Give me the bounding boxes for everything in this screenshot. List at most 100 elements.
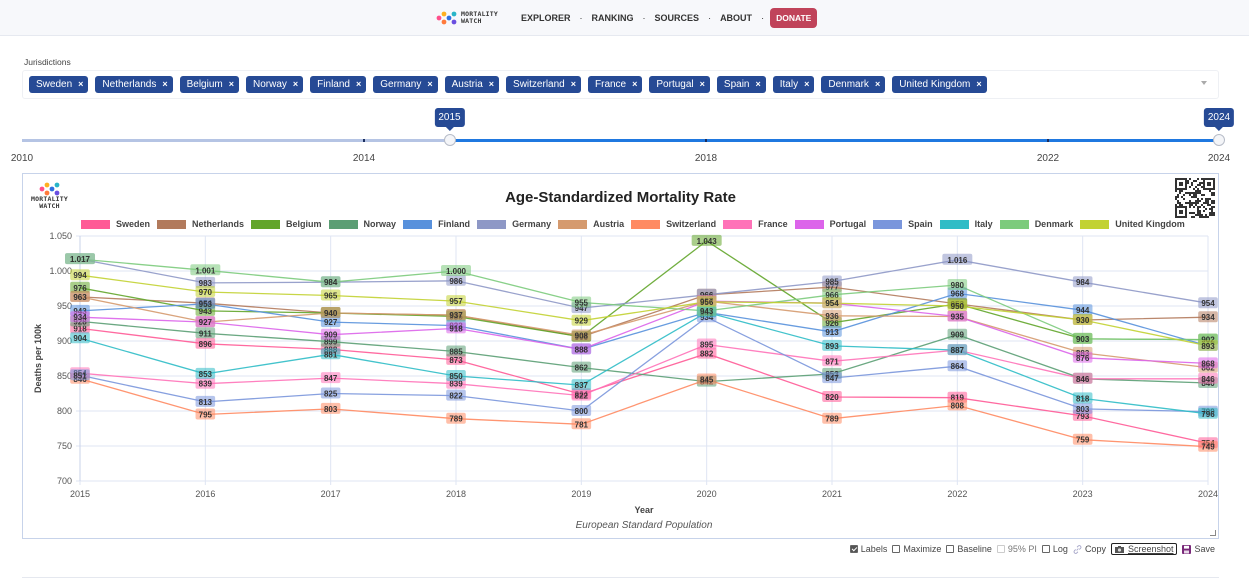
brand-line2: WATCH [461, 17, 482, 25]
legend-item[interactable]: Austria [558, 219, 624, 229]
data-label: 822 [575, 392, 589, 401]
legend-item[interactable]: Finland [403, 219, 470, 229]
data-label-box [571, 343, 592, 355]
data-label: 813 [199, 398, 213, 407]
jurisdiction-chip[interactable]: Denmark × [821, 76, 886, 93]
data-label: 837 [575, 381, 589, 390]
data-label-box [446, 309, 466, 321]
data-label: 955 [575, 299, 589, 308]
jurisdiction-chip[interactable]: Norway × [246, 76, 304, 93]
data-label: 940 [324, 309, 338, 318]
data-label-box [70, 281, 90, 293]
remove-chip-icon[interactable]: × [355, 79, 362, 89]
nav-about[interactable]: ABOUT [720, 13, 753, 23]
maximize-checkbox[interactable] [892, 545, 901, 553]
year-range-slider[interactable]: 2010 2014 2018 2022 2024 2015 2024 [11, 108, 1235, 168]
data-label: 909 [951, 331, 965, 340]
remove-chip-icon[interactable]: × [632, 79, 638, 89]
remove-chip-icon[interactable]: × [162, 79, 168, 89]
legend-item[interactable]: Belgium [251, 219, 322, 229]
chip-label: Belgium [186, 79, 223, 90]
legend-item[interactable]: Switzerland [631, 219, 716, 229]
slider-handle-start[interactable] [443, 134, 456, 146]
legend-item[interactable]: France [723, 219, 788, 229]
series-line-belgium [79, 240, 1209, 341]
jurisdiction-chips: Sweden × Netherlands × Belgium × Norway × Finlan… [29, 76, 987, 93]
legend-item[interactable]: Italy [939, 219, 993, 229]
data-label-box [320, 289, 341, 301]
jurisdiction-chip[interactable]: United Kingdom × [892, 76, 987, 93]
remove-chip-icon[interactable]: × [755, 79, 761, 89]
jurisdiction-chip[interactable]: France × [588, 76, 643, 93]
data-label: 966 [825, 291, 839, 300]
jurisdiction-chip[interactable]: Germany × [373, 76, 438, 93]
jurisdiction-chip[interactable]: Spain × [716, 76, 766, 93]
remove-chip-icon[interactable]: × [874, 79, 881, 89]
remove-chip-icon[interactable]: × [427, 79, 433, 89]
remove-chip-icon[interactable]: × [488, 79, 495, 89]
baseline-toggle[interactable]: Baseline [946, 544, 992, 554]
remove-chip-icon[interactable]: × [699, 79, 705, 89]
legend-item[interactable]: Norway [328, 219, 396, 229]
data-label: 904 [73, 334, 87, 343]
log-toggle[interactable]: Log [1041, 544, 1068, 554]
data-label-box [1072, 304, 1093, 316]
copy-link-button[interactable]: Copy [1073, 544, 1106, 554]
jurisdiction-chip[interactable]: Portugal × [649, 76, 710, 93]
maximize-toggle[interactable]: Maximize [892, 544, 941, 554]
baseline-checkbox[interactable] [946, 545, 955, 553]
remove-chip-icon[interactable]: × [570, 79, 576, 89]
legend-item[interactable]: Netherlands [157, 219, 244, 229]
chart-legend: Sweden Netherlands Belgium Norway Finland Ger… [81, 219, 1185, 229]
remove-chip-icon[interactable]: × [228, 79, 234, 89]
save-button[interactable]: Save [1182, 544, 1215, 554]
legend-swatch [794, 219, 824, 229]
qr-code-icon[interactable] [1175, 178, 1215, 218]
remove-chip-icon[interactable]: × [78, 79, 84, 89]
nav-sources[interactable]: SOURCES [654, 13, 700, 23]
data-label: 935 [951, 313, 965, 322]
brand-logo[interactable]: MORTALITY WATCH [436, 11, 498, 25]
data-label-box [1072, 402, 1093, 414]
jurisdiction-chip[interactable]: Belgium × [179, 76, 239, 93]
nav-explorer[interactable]: EXPLORER [521, 13, 571, 23]
x-axis-title: Year [634, 505, 654, 515]
jurisdiction-chip[interactable]: Sweden × [29, 76, 89, 93]
legend-item[interactable]: Denmark [999, 219, 1073, 229]
remove-chip-icon[interactable]: × [292, 79, 299, 89]
jurisdiction-chip[interactable]: Austria × [444, 76, 500, 93]
y-axis-title: Deaths per 100k [33, 323, 43, 393]
slider-tick [705, 139, 707, 142]
data-label-box [947, 300, 968, 311]
resize-handle-icon[interactable] [1210, 530, 1216, 536]
jurisdiction-chip[interactable]: Switzerland × [506, 76, 581, 93]
chevron-down-icon[interactable] [1201, 81, 1207, 85]
slider-handle-end[interactable] [1213, 134, 1225, 146]
legend-item[interactable]: Sweden [81, 219, 150, 229]
legend-item[interactable]: Spain [873, 219, 933, 229]
legend-item[interactable]: United Kingdom [1080, 219, 1185, 229]
data-label-box [696, 304, 717, 316]
labels-label: Labels [860, 544, 888, 554]
jurisdiction-chip[interactable]: Finland × [310, 76, 367, 93]
data-label-box [1072, 314, 1093, 325]
save-label: Save [1194, 544, 1215, 554]
data-label: 871 [825, 357, 839, 366]
legend-item[interactable]: Germany [477, 219, 551, 229]
donate-button[interactable]: DONATE [770, 8, 818, 28]
log-checkbox[interactable] [1041, 545, 1050, 553]
data-label-box [947, 279, 968, 290]
remove-chip-icon[interactable]: × [804, 79, 810, 89]
legend-item[interactable]: Portugal [794, 219, 866, 229]
screenshot-button[interactable]: Screenshot [1110, 543, 1178, 555]
jurisdiction-chip[interactable]: Italy × [772, 76, 815, 93]
labels-checkbox[interactable] [849, 545, 858, 553]
remove-chip-icon[interactable]: × [976, 79, 982, 89]
data-label: 759 [1076, 436, 1090, 445]
jurisdiction-chip[interactable]: Netherlands × [95, 76, 173, 93]
data-label-box [1198, 407, 1218, 419]
nav-ranking[interactable]: RANKING [591, 13, 634, 23]
data-label: 853 [199, 370, 213, 379]
jurisdictions-select[interactable]: Sweden × Netherlands × Belgium × Norway × Finlan… [22, 70, 1219, 99]
labels-toggle[interactable]: Labels [849, 544, 888, 554]
